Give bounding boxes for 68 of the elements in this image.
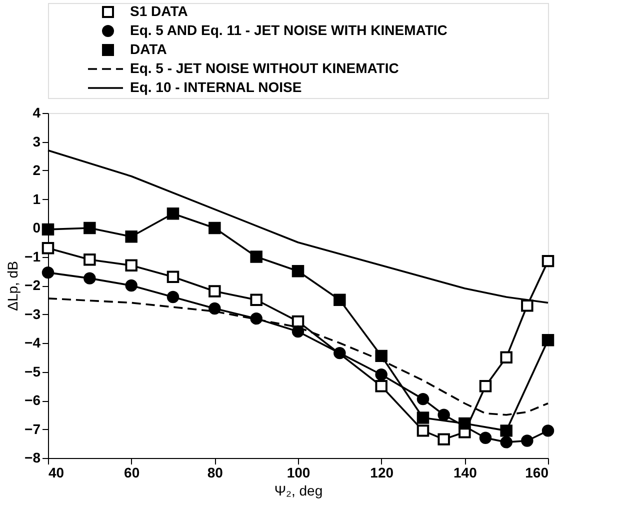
point	[84, 272, 96, 284]
point	[416, 412, 430, 424]
legend-label: Eq. 5 AND Eq. 11 - JET NOISE WITH KINEMATIC	[130, 22, 448, 38]
y-tick-label: 3	[32, 133, 41, 150]
point	[125, 230, 138, 243]
legend-label: Eq. 5 - JET NOISE WITHOUT KINEMATIC	[130, 60, 399, 76]
point	[375, 380, 388, 392]
point	[166, 270, 180, 283]
y-tick-label: −4	[24, 334, 41, 350]
point	[500, 351, 512, 364]
point	[125, 279, 138, 292]
point	[521, 434, 534, 447]
point	[250, 250, 262, 263]
point	[542, 424, 554, 437]
point	[458, 417, 471, 430]
point	[334, 346, 346, 360]
point	[166, 208, 180, 220]
point	[125, 259, 138, 272]
point	[166, 290, 180, 304]
y-tick-label: −3	[24, 306, 41, 322]
y-tick-label: −2	[24, 277, 41, 293]
y-tick-label: 2	[32, 162, 41, 178]
point	[542, 334, 554, 346]
point	[42, 266, 54, 279]
y-tick-label: −6	[24, 392, 41, 408]
point	[438, 433, 450, 446]
point	[416, 392, 430, 406]
y-tick-label: −5	[24, 363, 41, 380]
y-tick-label: 1	[32, 190, 41, 207]
point	[84, 222, 96, 234]
point	[250, 312, 262, 325]
point	[438, 408, 450, 421]
y-tick-label: 4	[32, 104, 41, 120]
x-axis-title: Ψ₂, deg	[274, 482, 323, 498]
y-tick-label: −1	[24, 248, 41, 264]
y-axis-title: ΔLp, dB	[4, 261, 21, 311]
x-tick-label: 140	[453, 464, 478, 480]
x-tick-label: 100	[286, 464, 310, 480]
point	[208, 285, 221, 298]
x-tick-label: 40	[48, 464, 64, 480]
y-tick-label: 0	[32, 220, 41, 236]
point	[521, 300, 534, 312]
point	[250, 294, 262, 306]
point	[42, 242, 54, 254]
y-tick-label: −8	[24, 450, 41, 466]
point	[84, 254, 96, 266]
x-tick-label: 60	[124, 464, 140, 480]
point	[208, 222, 221, 234]
point	[334, 294, 346, 306]
legend-label: DATA	[130, 41, 167, 57]
point	[500, 424, 512, 437]
legend-label: S1 DATA	[130, 3, 188, 19]
point	[42, 223, 54, 236]
x-tick-label: 120	[370, 464, 394, 480]
point	[479, 380, 492, 392]
point	[292, 265, 304, 278]
point	[542, 254, 554, 268]
x-tick-label: 160	[525, 464, 549, 480]
point	[375, 368, 388, 381]
y-tick-label: −7	[24, 420, 41, 437]
point	[208, 302, 221, 315]
point	[416, 424, 430, 437]
point	[500, 436, 512, 448]
point	[292, 325, 304, 338]
x-tick-label: 80	[207, 464, 224, 480]
point	[479, 432, 492, 444]
legend-label: Eq. 10 - INTERNAL NOISE	[130, 79, 302, 95]
point	[375, 350, 388, 362]
